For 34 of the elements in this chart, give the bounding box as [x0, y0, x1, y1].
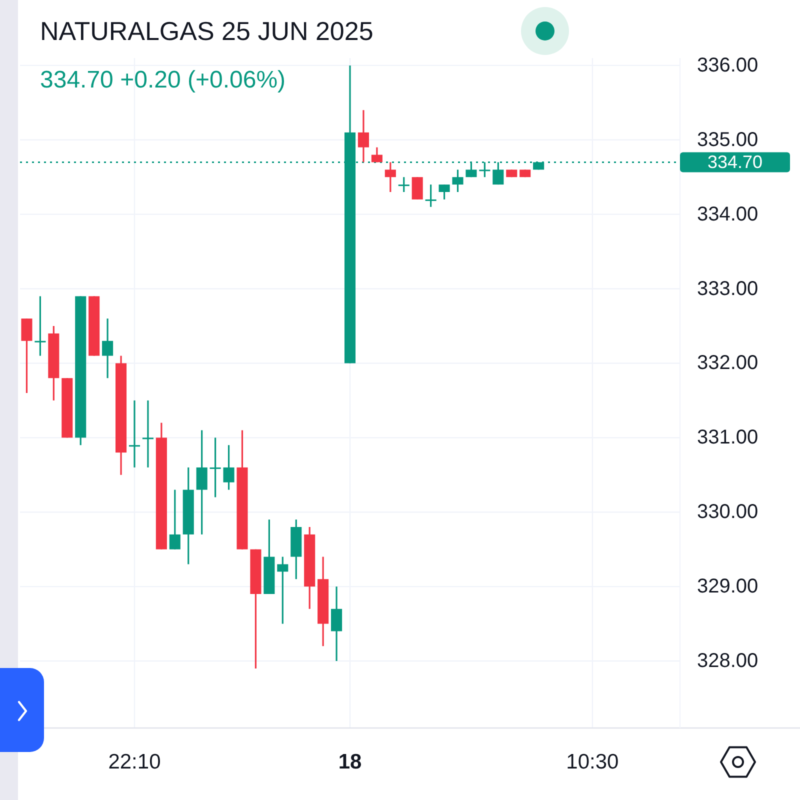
y-tick-label: 333.00: [697, 278, 758, 300]
x-tick-label: 18: [338, 750, 362, 774]
y-tick-label: 332.00: [697, 352, 758, 374]
y-tick-label: 336.00: [697, 54, 758, 76]
candlestick: [358, 109, 369, 164]
candlestick: [438, 184, 450, 200]
candlestick: [371, 146, 382, 164]
candlestick: [128, 400, 140, 468]
candlestick: [384, 161, 396, 193]
x-tick-label: 22:10: [108, 750, 161, 774]
x-tick-label: 10:30: [566, 750, 619, 774]
y-tick-label: 334.00: [697, 203, 758, 226]
candlestick: [412, 176, 423, 200]
chart-subtitle: 334.70 +0.20 (+0.06%): [40, 66, 286, 94]
chart-title: NATURALGAS 25 JUN 2025: [40, 16, 374, 46]
candlestick: [210, 436, 221, 498]
candlestick: [452, 168, 464, 193]
candlestick: [169, 488, 180, 550]
candlestick: [277, 556, 288, 625]
y-tick-label: 328.00: [697, 650, 758, 672]
y-tick-label: 331.00: [697, 426, 758, 449]
candlestick: [425, 184, 436, 208]
candlestick: [223, 444, 234, 491]
candlestick: [102, 318, 114, 379]
y-tick-label: 329.00: [697, 576, 758, 598]
candlestick: [142, 400, 154, 468]
candlestick: [196, 429, 208, 536]
y-tick-label: 330.00: [697, 501, 758, 524]
y-tick-label: 335.00: [697, 128, 758, 151]
candlestick: [34, 295, 46, 357]
candlestick: [21, 318, 32, 394]
candlestick: [331, 586, 342, 662]
candlestick: [398, 176, 410, 193]
ref-line-label: 334.70: [707, 152, 763, 172]
